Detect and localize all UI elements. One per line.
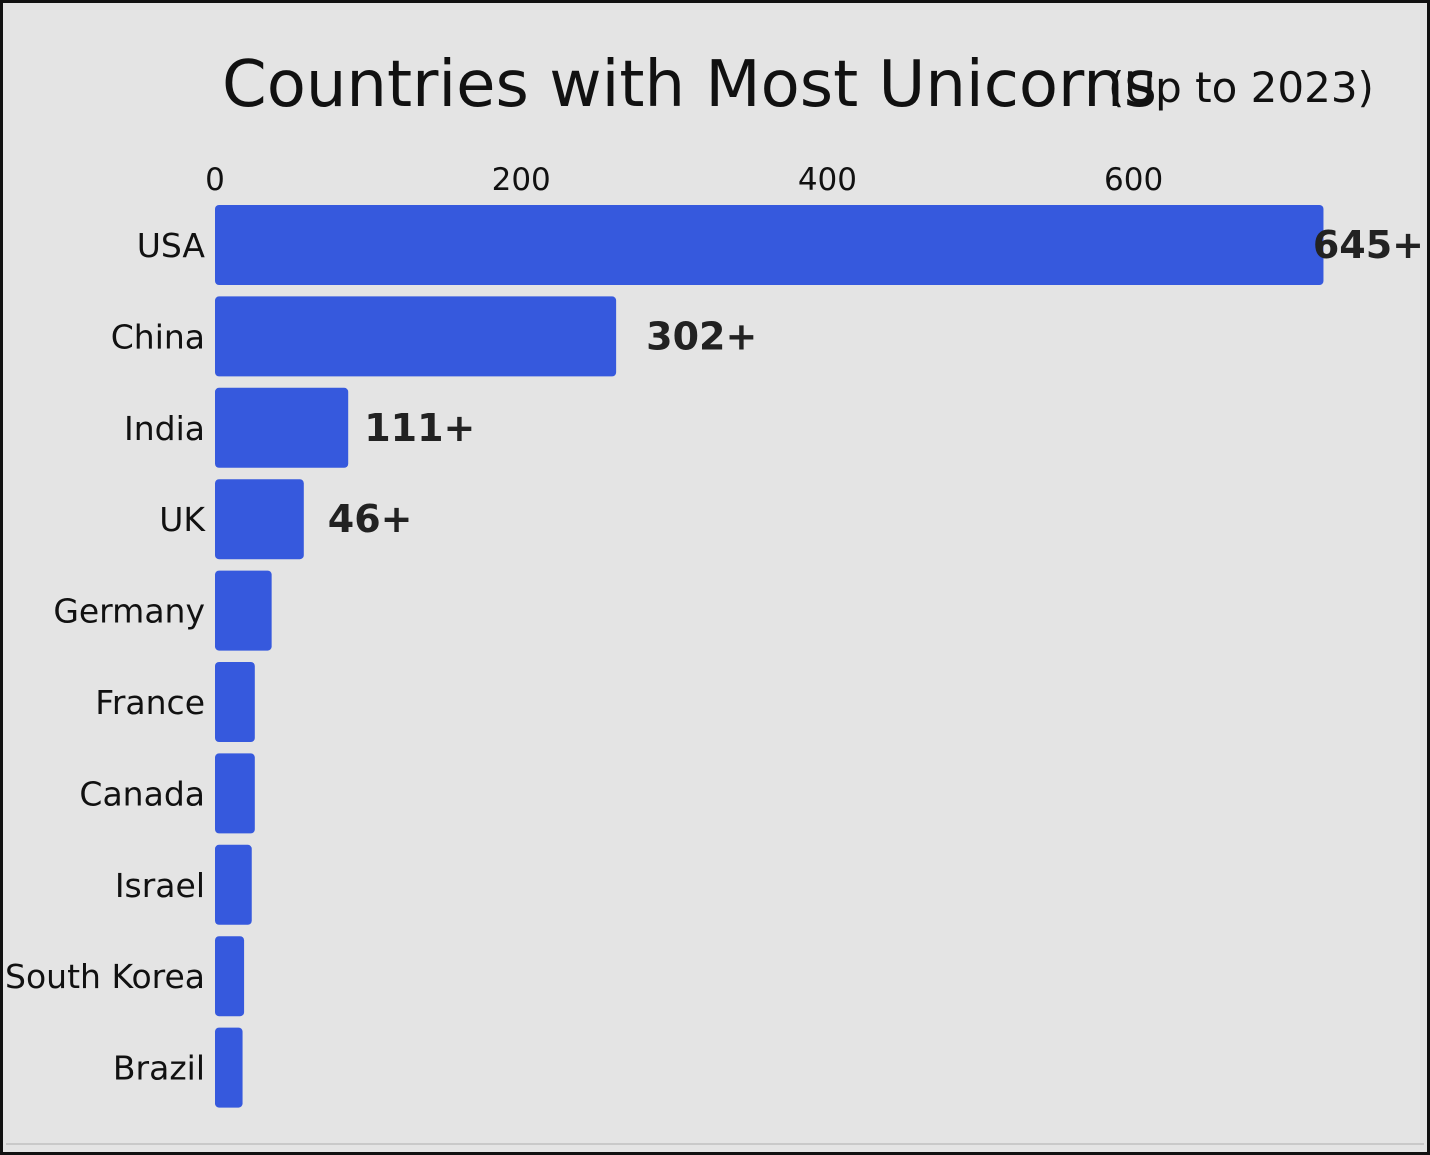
category-label: USA <box>137 226 206 265</box>
data-label: 645+ <box>1313 223 1424 267</box>
x-tick-label: 0 <box>205 162 225 198</box>
data-label: 46+ <box>328 497 413 541</box>
category-label: Israel <box>115 866 205 905</box>
chart-subtitle: (Up to 2023) <box>1108 63 1374 112</box>
bar-south-korea <box>215 936 245 1017</box>
x-tick-label: 200 <box>492 162 551 198</box>
category-label: Germany <box>53 592 205 631</box>
category-label: France <box>95 683 205 722</box>
bar-usa <box>215 205 1324 285</box>
data-label: 111+ <box>364 406 475 450</box>
chart-title: Countries with Most Unicorns <box>222 48 1157 122</box>
category-label: Canada <box>79 774 205 813</box>
category-label: UK <box>159 500 206 539</box>
category-label: Brazil <box>113 1049 205 1088</box>
x-axis: 0 200 400 600 <box>205 162 1163 198</box>
x-tick-label: 600 <box>1104 162 1163 198</box>
bar-uk <box>215 479 304 560</box>
category-label: South Korea <box>5 957 205 996</box>
bars-group <box>215 205 1324 1108</box>
bar-israel <box>215 844 252 925</box>
bar-india <box>215 387 349 468</box>
bar-china <box>215 296 617 377</box>
x-tick-label: 400 <box>798 162 857 198</box>
category-labels: USA China India UK Germany France Canada Israel… <box>5 226 206 1088</box>
category-label: India <box>124 409 205 448</box>
bottom-divider <box>6 1143 1424 1145</box>
bar-brazil <box>215 1027 243 1108</box>
bar-canada <box>215 753 255 834</box>
data-label: 302+ <box>646 314 757 358</box>
bar-france <box>215 662 255 742</box>
category-label: China <box>111 317 205 356</box>
bar-germany <box>215 570 272 651</box>
value-labels: 645+ 302+ 111+ 46+ <box>328 223 1424 541</box>
